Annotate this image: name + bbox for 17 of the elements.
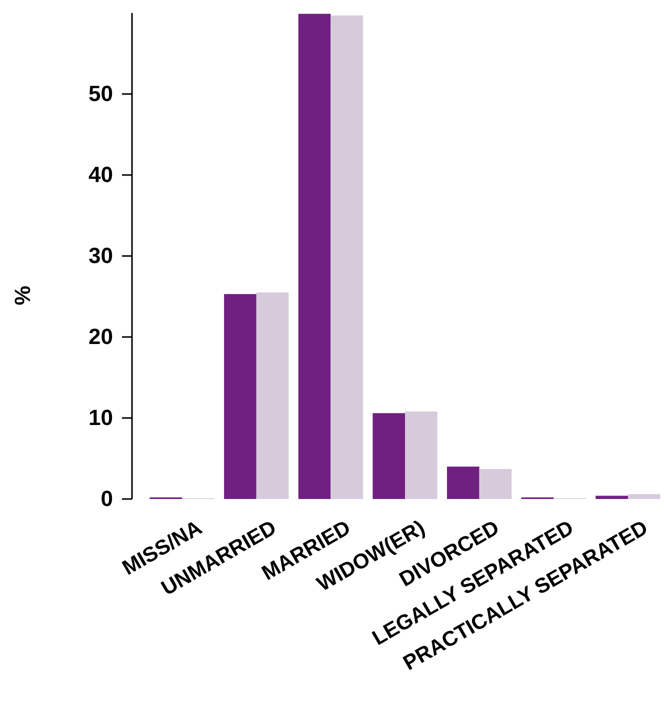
bar <box>372 413 405 499</box>
bar <box>628 494 660 499</box>
bar <box>224 294 256 499</box>
bar <box>446 466 480 499</box>
bar <box>596 496 628 499</box>
y-tick-label: 40 <box>88 162 113 188</box>
y-tick-label: 20 <box>88 324 113 350</box>
y-tick-label: 0 <box>100 486 113 512</box>
bar <box>405 412 438 499</box>
bar <box>256 292 289 499</box>
bar <box>330 15 364 499</box>
y-tick-label: 10 <box>88 405 113 430</box>
y-axis-title: % <box>10 286 35 306</box>
y-tick-label: 30 <box>88 243 113 268</box>
bar <box>479 469 512 499</box>
bar <box>298 14 331 499</box>
y-tick-label: 50 <box>88 81 113 106</box>
